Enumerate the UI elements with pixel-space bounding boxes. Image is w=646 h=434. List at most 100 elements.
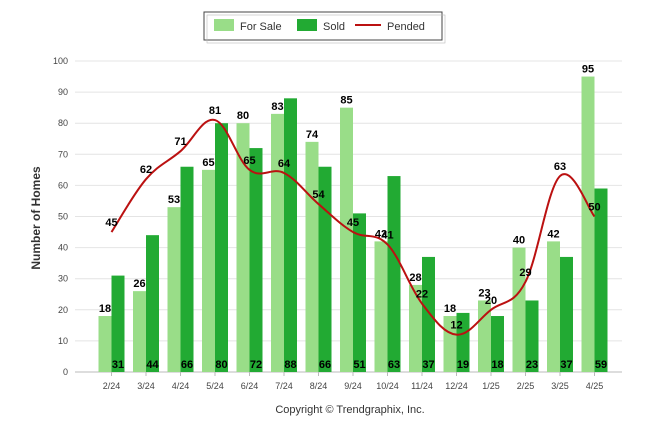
label-sold: 63 — [388, 359, 400, 371]
x-tick-label: 8/24 — [310, 381, 328, 391]
x-tick-label: 4/25 — [586, 381, 604, 391]
label-for-sale: 23 — [478, 287, 490, 299]
x-tick-label: 12/24 — [445, 381, 468, 391]
x-tick-label: 2/24 — [103, 381, 121, 391]
label-pended: 45 — [347, 217, 359, 229]
bar-sold — [560, 256, 573, 372]
bar-for-sale — [133, 291, 146, 372]
y-tick-label: 40 — [58, 243, 68, 253]
label-pended: 45 — [105, 217, 117, 229]
label-for-sale: 80 — [237, 110, 249, 122]
x-tick-label: 1/25 — [482, 381, 500, 391]
bar-sold — [111, 275, 125, 372]
y-tick-label: 20 — [58, 305, 68, 315]
label-pended: 12 — [450, 320, 462, 332]
legend: For Sale Sold Pended — [203, 11, 446, 44]
label-sold: 66 — [319, 359, 331, 371]
label-for-sale: 83 — [271, 101, 283, 113]
bar-sold — [180, 166, 194, 372]
bars — [98, 76, 608, 373]
bar-sold — [594, 188, 608, 372]
bar-for-sale — [271, 113, 284, 373]
label-pended: 64 — [278, 158, 291, 170]
legend-swatch-sold — [297, 19, 317, 31]
legend-swatch-for-sale — [214, 19, 234, 31]
bar-sold — [284, 98, 297, 372]
label-sold: 19 — [457, 359, 469, 371]
y-tick-label: 50 — [58, 212, 68, 222]
bar-sold — [525, 300, 539, 372]
label-sold: 59 — [595, 359, 607, 371]
label-for-sale: 28 — [409, 272, 421, 284]
legend-label-for-sale: For Sale — [240, 21, 282, 33]
label-for-sale: 18 — [444, 303, 456, 315]
label-sold: 88 — [284, 359, 296, 371]
label-pended: 81 — [209, 105, 221, 117]
x-tick-label: 4/24 — [172, 381, 190, 391]
legend-box — [203, 11, 443, 41]
x-tick-label: 9/24 — [344, 381, 362, 391]
y-tick-label: 100 — [53, 56, 68, 66]
bar-sold — [491, 316, 504, 372]
label-for-sale: 74 — [306, 129, 319, 141]
label-for-sale: 65 — [202, 157, 214, 169]
label-pended: 63 — [554, 161, 566, 173]
bar-for-sale — [167, 207, 181, 372]
x-tick-label: 11/24 — [411, 381, 433, 391]
x-tick-label: 2/25 — [517, 381, 535, 391]
bar-for-sale — [581, 76, 595, 373]
label-for-sale: 95 — [582, 64, 594, 76]
x-tick-label: 10/24 — [376, 381, 399, 391]
label-sold: 80 — [215, 359, 227, 371]
bar-sold — [318, 166, 332, 372]
bar-sold — [422, 256, 435, 372]
bar-for-sale — [374, 241, 388, 372]
y-tick-label: 80 — [58, 118, 68, 128]
y-tick-label: 90 — [58, 87, 68, 97]
legend-shadow — [206, 14, 446, 44]
bar-sold — [456, 312, 470, 372]
pended-line — [110, 119, 596, 336]
bar-for-sale — [512, 247, 526, 372]
label-pended: 62 — [140, 164, 152, 176]
pended-series-line — [110, 119, 596, 336]
label-for-sale: 40 — [513, 235, 525, 247]
label-sold: 72 — [250, 359, 262, 371]
y-axis-title: Number of Homes — [29, 166, 43, 270]
bar-for-sale — [236, 123, 250, 372]
bar-for-sale — [305, 141, 319, 372]
label-sold: 37 — [422, 359, 434, 371]
bar-for-sale — [340, 107, 353, 373]
label-sold: 51 — [353, 359, 365, 371]
y-tick-label: 30 — [58, 274, 68, 284]
label-sold: 18 — [491, 359, 503, 371]
legend-label-sold: Sold — [323, 21, 345, 33]
label-pended: 65 — [243, 155, 255, 167]
copyright-footer: Copyright © Trendgraphix, Inc. — [275, 404, 424, 416]
x-tick-label: 6/24 — [241, 381, 259, 391]
y-tick-label: 70 — [58, 149, 68, 159]
legend-label-pended: Pended — [387, 21, 425, 33]
label-pended: 54 — [312, 189, 325, 201]
y-tick-label: 10 — [58, 336, 68, 346]
x-tick-label: 5/24 — [206, 381, 224, 391]
label-sold: 37 — [560, 359, 572, 371]
x-tick-label: 3/24 — [137, 381, 155, 391]
x-tick-label: 3/25 — [551, 381, 569, 391]
label-sold: 23 — [526, 359, 538, 371]
label-for-sale: 85 — [340, 95, 352, 107]
label-sold: 66 — [181, 359, 193, 371]
label-pended: 29 — [519, 267, 531, 279]
bar-sold — [353, 213, 366, 372]
label-pended: 71 — [174, 136, 186, 148]
label-pended: 50 — [588, 202, 600, 214]
x-axis: 2/24 3/24 4/24 5/24 6/24 7/24 8/24 9/24 10/24 11/… — [103, 372, 604, 391]
label-for-sale: 18 — [99, 303, 111, 315]
bar-sold — [215, 123, 228, 372]
label-sold: 31 — [112, 359, 124, 371]
bar-for-sale — [98, 316, 112, 372]
y-tick-label: 0 — [63, 367, 68, 377]
bar-sold — [146, 235, 159, 372]
label-pended: 22 — [416, 289, 428, 301]
